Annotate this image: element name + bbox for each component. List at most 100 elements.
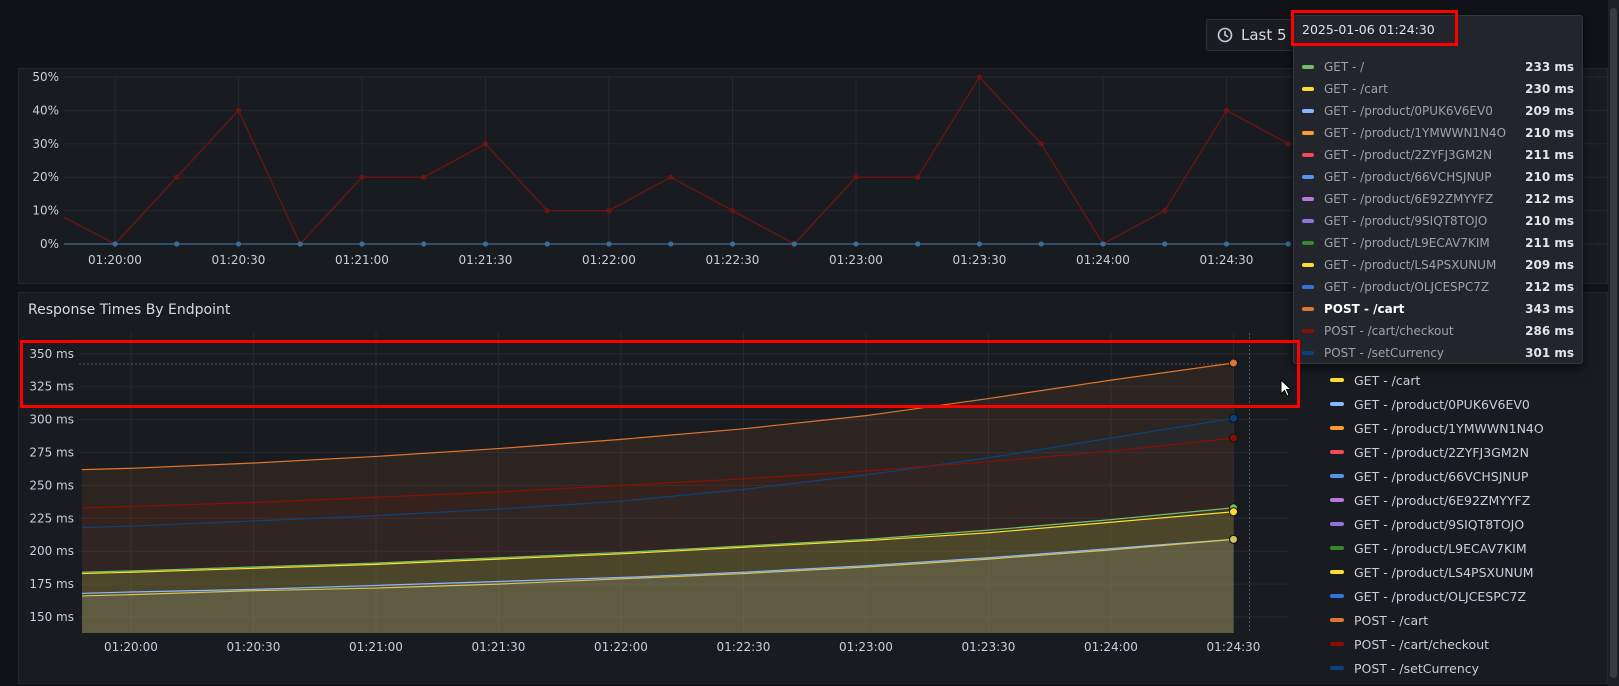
tooltip-timestamp: 2025-01-06 01:24:30 xyxy=(1302,22,1435,37)
tooltip-swatch xyxy=(1302,351,1314,355)
y-tick-label: 0% xyxy=(40,237,59,251)
tooltip-series-name: GET - /product/L9ECAV7KIM xyxy=(1324,236,1490,250)
hover-point xyxy=(1229,534,1238,544)
legend-item[interactable]: GET - /product/1YMWWN1N4O xyxy=(1330,416,1590,440)
legend-item[interactable]: POST - /cart xyxy=(1330,608,1590,632)
tooltip-swatch xyxy=(1302,87,1314,91)
tooltip-series-value: 212 ms xyxy=(1525,192,1574,206)
mouse-cursor-icon xyxy=(1280,379,1293,397)
legend-swatch xyxy=(1330,498,1344,502)
data-point xyxy=(421,241,427,247)
data-point xyxy=(421,174,427,180)
scrollbar-thumb[interactable] xyxy=(1610,8,1617,678)
legend-label: POST - /setCurrency xyxy=(1354,660,1480,676)
tooltip-row: GET - /product/2ZYFJ3GM2N 211 ms xyxy=(1302,144,1574,166)
data-point xyxy=(1038,141,1044,147)
data-point xyxy=(853,174,859,180)
tooltip-swatch xyxy=(1302,329,1314,333)
tooltip-swatch xyxy=(1302,241,1314,245)
tooltip-series-value: 211 ms xyxy=(1525,148,1574,162)
data-point xyxy=(668,174,674,180)
series-area-4 xyxy=(82,511,1234,633)
tooltip-series-value: 210 ms xyxy=(1525,214,1574,228)
y-tick-label: 30% xyxy=(32,137,59,151)
legend-item[interactable]: GET - /product/2ZYFJ3GM2N xyxy=(1330,440,1590,464)
legend-item[interactable]: POST - /setCurrency xyxy=(1330,656,1590,680)
data-point xyxy=(235,107,242,113)
data-point xyxy=(174,241,180,247)
tooltip-swatch xyxy=(1302,197,1314,201)
legend-item[interactable]: GET - /product/66VCHSJNUP xyxy=(1330,464,1590,488)
time-range-label: Last 5 xyxy=(1241,26,1287,44)
legend-label: GET - /product/L9ECAV7KIM xyxy=(1354,540,1527,556)
x-tick-label: 01:21:00 xyxy=(349,640,403,654)
tooltip-series-value: 209 ms xyxy=(1525,258,1574,272)
tooltip-row: GET - /product/6E92ZMYYFZ 212 ms xyxy=(1302,188,1574,210)
tooltip-row: GET - /product/1YMWWN1N4O 210 ms xyxy=(1302,122,1574,144)
x-tick-label: 01:24:30 xyxy=(1200,253,1254,267)
data-point xyxy=(1223,241,1230,247)
data-point xyxy=(976,241,983,247)
legend-item[interactable]: GET - /product/LS4PSXUNUM xyxy=(1330,560,1590,584)
tooltip-swatch xyxy=(1302,65,1314,69)
tooltip-swatch xyxy=(1302,109,1314,113)
data-point xyxy=(1223,107,1230,113)
data-point xyxy=(606,208,612,214)
page-scrollbar[interactable] xyxy=(1608,0,1619,686)
tooltip-swatch xyxy=(1302,175,1314,179)
series-area-3 xyxy=(82,507,1234,633)
legend-item[interactable]: GET - /product/OLJCESPC7Z xyxy=(1330,584,1590,608)
tooltip-series-name: GET - /product/1YMWWN1N4O xyxy=(1324,126,1507,140)
tooltip-series-name: POST - /setCurrency xyxy=(1324,346,1445,360)
legend-label: GET - /product/9SIQT8TOJO xyxy=(1354,516,1525,532)
legend-swatch xyxy=(1330,618,1344,622)
tooltip-swatch xyxy=(1302,307,1314,311)
tooltip-series-value: 301 ms xyxy=(1525,346,1574,360)
legend-item[interactable]: GET - /product/L9ECAV7KIM xyxy=(1330,536,1590,560)
x-tick-label: 01:22:30 xyxy=(706,253,760,267)
tooltip-row: GET - /cart 230 ms xyxy=(1302,78,1574,100)
x-tick-label: 01:23:30 xyxy=(953,253,1007,267)
hover-point xyxy=(1229,507,1238,517)
x-tick-label: 01:23:30 xyxy=(962,640,1016,654)
tooltip-series-name: GET - /product/9SIQT8TOJO xyxy=(1324,214,1488,228)
tooltip-series-name: GET - /cart xyxy=(1324,82,1388,96)
legend-item[interactable]: GET - /product/9SIQT8TOJO xyxy=(1330,512,1590,536)
legend-label: POST - /cart xyxy=(1354,612,1429,628)
legend-item[interactable]: GET - /product/0PUK6V6EV0 xyxy=(1330,392,1590,416)
y-tick-label: 250 ms xyxy=(29,478,74,492)
x-tick-label: 01:24:00 xyxy=(1076,253,1130,267)
data-point xyxy=(1285,141,1291,147)
tooltip-series-name: GET - /product/0PUK6V6EV0 xyxy=(1324,104,1493,118)
data-point xyxy=(1038,241,1044,247)
tooltip-series-value: 210 ms xyxy=(1525,170,1574,184)
data-point xyxy=(482,141,489,147)
legend-label: GET - /product/OLJCESPC7Z xyxy=(1354,588,1527,604)
data-point xyxy=(1162,241,1168,247)
legend-label: GET - /product/2ZYFJ3GM2N xyxy=(1354,444,1529,460)
legend-label: GET - /cart xyxy=(1354,372,1421,388)
legend-item[interactable]: GET - /product/6E92ZMYYFZ xyxy=(1330,488,1590,512)
response-times-chart[interactable]: 350 ms 325 ms 300 ms 275 ms 250 ms 225 ms 200 … xyxy=(19,293,1607,683)
tooltip-swatch xyxy=(1302,263,1314,267)
series-line-6 xyxy=(81,538,1234,597)
tooltip-series-name: POST - /cart xyxy=(1324,302,1405,316)
chart-legend: GET - /cart GET - /product/0PUK6V6EV0 GET … xyxy=(1330,368,1590,680)
tooltip-series-value: 286 ms xyxy=(1525,324,1574,338)
legend-swatch xyxy=(1330,474,1344,478)
legend-swatch xyxy=(1330,594,1344,598)
y-tick-label: 325 ms xyxy=(29,380,74,394)
tooltip-row: POST - /setCurrency 301 ms xyxy=(1302,342,1574,364)
legend-item[interactable]: POST - /cart/checkout xyxy=(1330,632,1590,656)
series-area-5 xyxy=(82,539,1234,633)
data-point xyxy=(235,241,242,247)
legend-item[interactable]: GET - /cart xyxy=(1330,368,1590,392)
legend-label: GET - /product/66VCHSJNUP xyxy=(1354,468,1529,484)
series-line-3 xyxy=(81,507,1234,573)
hover-tooltip: 2025-01-06 01:24:30 GET - /233 ms GET - /… xyxy=(1293,15,1583,364)
y-tick-label: 150 ms xyxy=(29,610,74,624)
tooltip-row: GET - /product/L9ECAV7KIM 211 ms xyxy=(1302,232,1574,254)
data-point xyxy=(544,241,550,247)
y-tick-label: 10% xyxy=(32,204,59,218)
tooltip-rows: GET - / 233 ms GET - /cart 230 ms GET - /pro… xyxy=(1302,56,1574,364)
